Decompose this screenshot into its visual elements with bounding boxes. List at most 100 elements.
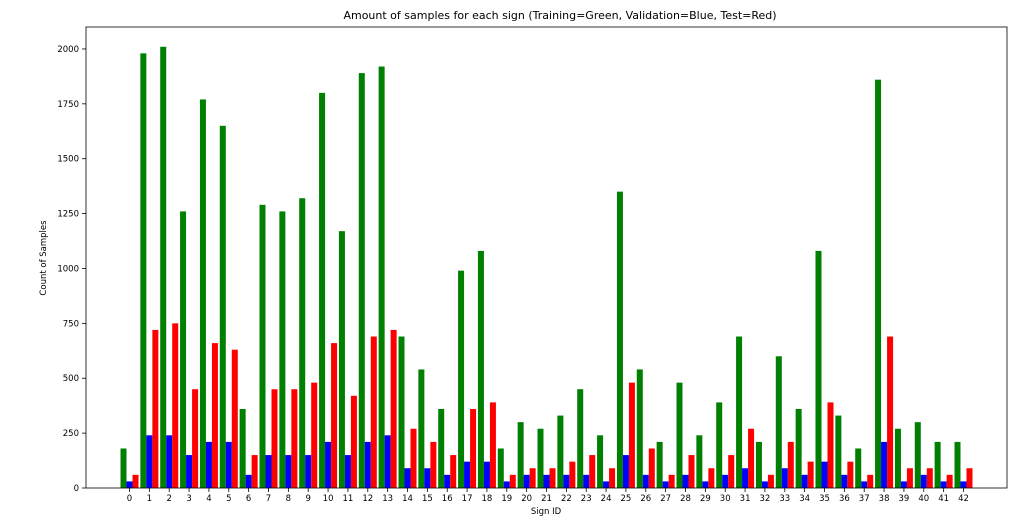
x-tick-label: 10 [323, 494, 334, 504]
bar-series0-sign-39 [894, 428, 901, 488]
y-axis-ticks: 0 250 500 750 1000 1250 1500 1750 2000 [57, 45, 86, 494]
x-axis-ticks: 0 1 2 3 4 5 6 7 8 9 10 11 12 13 14 15 16 17 18 19 20 21 22 23 24… [127, 488, 969, 504]
bar-series1-sign-10 [325, 441, 332, 488]
bar-series0-sign-6 [239, 408, 246, 488]
x-tick-label: 4 [206, 494, 211, 504]
y-tick-label: 750 [63, 319, 79, 329]
bar-series2-sign-22 [569, 461, 576, 488]
bar-series2-sign-39 [906, 468, 913, 488]
bar-series2-sign-25 [628, 382, 635, 488]
x-tick-label: 36 [839, 494, 850, 504]
x-tick-label: 11 [343, 494, 354, 504]
bar-series0-sign-7 [259, 204, 266, 488]
bar-series1-sign-36 [841, 474, 848, 488]
bar-series1-sign-20 [523, 474, 530, 488]
bar-series0-sign-5 [219, 125, 226, 488]
bar-series0-sign-32 [755, 441, 762, 488]
x-tick-label: 38 [879, 494, 890, 504]
x-tick-label: 8 [286, 494, 291, 504]
bar-series1-sign-26 [642, 474, 649, 488]
bar-series2-sign-34 [807, 461, 814, 488]
x-tick-label: 2 [167, 494, 172, 504]
bar-series1-sign-34 [801, 474, 808, 488]
x-tick-label: 16 [442, 494, 453, 504]
bar-series2-sign-41 [946, 474, 953, 488]
bar-series1-sign-5 [225, 441, 232, 488]
bar-series0-sign-34 [795, 408, 802, 488]
y-tick-label: 2000 [57, 45, 79, 55]
x-tick-label: 19 [501, 494, 512, 504]
bar-series0-sign-16 [438, 408, 445, 488]
bar-series2-sign-13 [390, 329, 397, 488]
bar-series0-sign-35 [815, 250, 822, 488]
bar-series1-sign-14 [404, 468, 411, 488]
bar-series2-sign-8 [291, 389, 298, 488]
bar-series1-sign-18 [483, 461, 490, 488]
bar-series2-sign-42 [966, 468, 973, 488]
bar-series1-sign-31 [742, 468, 749, 488]
bar-series0-sign-33 [775, 356, 782, 488]
bar-series1-sign-23 [583, 474, 590, 488]
bar-series2-sign-12 [370, 336, 377, 488]
bar-series0-sign-37 [855, 448, 862, 488]
x-tick-label: 0 [127, 494, 132, 504]
bar-series0-sign-20 [517, 422, 524, 488]
bar-series1-sign-30 [722, 474, 729, 488]
bar-series2-sign-1 [152, 329, 159, 488]
bar-series1-sign-7 [265, 455, 272, 488]
bar-series1-sign-37 [861, 481, 868, 488]
bar-series0-sign-29 [696, 435, 703, 488]
bar-series2-sign-14 [410, 428, 417, 488]
bar-series1-sign-16 [444, 474, 451, 488]
bar-series1-sign-19 [503, 481, 510, 488]
x-tick-label: 41 [938, 494, 949, 504]
bar-series2-sign-3 [192, 389, 199, 488]
x-tick-label: 27 [660, 494, 671, 504]
bar-series2-sign-20 [529, 468, 536, 488]
bar-series2-sign-15 [430, 441, 437, 488]
x-tick-label: 31 [740, 494, 751, 504]
bar-series0-sign-36 [835, 415, 842, 488]
bar-series2-sign-5 [231, 349, 238, 488]
bar-series2-sign-40 [926, 468, 933, 488]
bar-series1-sign-41 [940, 481, 947, 488]
bar-series1-sign-15 [424, 468, 431, 488]
bar-series2-sign-16 [450, 455, 457, 488]
bar-series2-sign-38 [887, 336, 894, 488]
x-tick-label: 15 [422, 494, 433, 504]
bar-series2-sign-30 [728, 455, 735, 488]
x-tick-label: 9 [306, 494, 311, 504]
bar-series2-sign-19 [509, 474, 516, 488]
bar-series2-sign-21 [549, 468, 556, 488]
bar-series2-sign-29 [708, 468, 715, 488]
bar-series1-sign-28 [682, 474, 689, 488]
bar-series1-sign-0 [126, 481, 133, 488]
bar-series1-sign-12 [364, 441, 371, 488]
bar-series0-sign-40 [914, 422, 921, 488]
bar-series0-sign-31 [736, 336, 743, 488]
x-tick-label: 35 [819, 494, 830, 504]
bar-series2-sign-31 [748, 428, 755, 488]
bar-series1-sign-42 [960, 481, 967, 488]
bar-series1-sign-39 [900, 481, 907, 488]
bar-series1-sign-6 [245, 474, 252, 488]
bar-series1-sign-1 [146, 435, 153, 488]
bar-series2-sign-10 [331, 343, 338, 488]
bar-series1-sign-11 [344, 455, 351, 488]
bar-series2-sign-35 [827, 402, 834, 488]
bar-series2-sign-6 [251, 455, 258, 488]
bar-series2-sign-28 [688, 455, 695, 488]
bar-series0-sign-8 [279, 211, 286, 488]
bar-series0-sign-15 [418, 369, 425, 488]
bar-series1-sign-35 [821, 461, 828, 488]
x-tick-label: 14 [402, 494, 413, 504]
x-tick-label: 12 [362, 494, 373, 504]
bar-series0-sign-10 [319, 92, 326, 489]
y-tick-label: 1000 [57, 264, 79, 274]
x-tick-label: 1 [147, 494, 152, 504]
x-tick-label: 42 [958, 494, 969, 504]
x-tick-label: 25 [621, 494, 632, 504]
bar-series1-sign-33 [781, 468, 788, 488]
bar-series1-sign-25 [622, 455, 629, 488]
